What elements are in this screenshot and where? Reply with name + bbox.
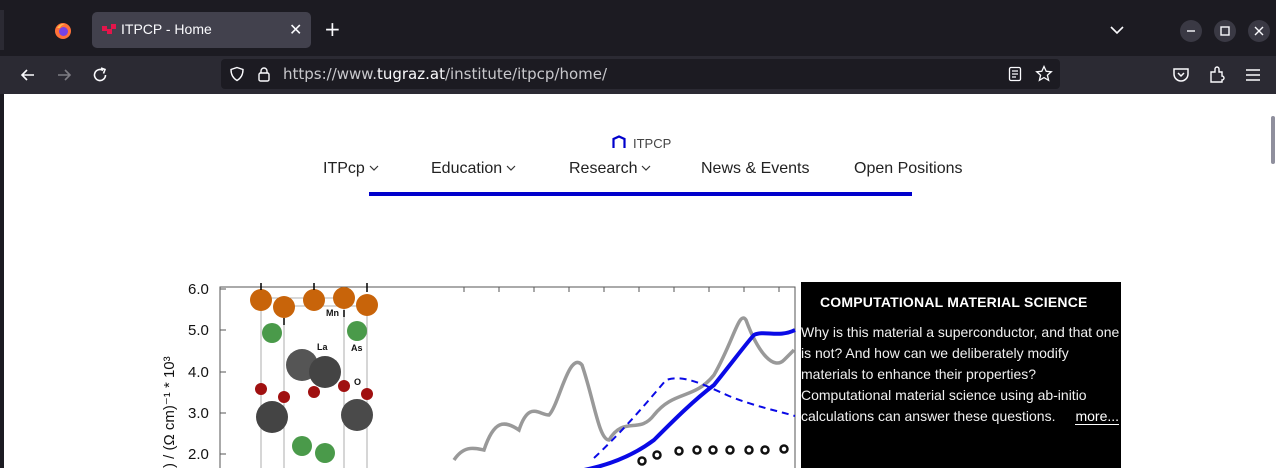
bookmark-star-icon[interactable] xyxy=(1035,65,1053,83)
page-scrollbar[interactable] xyxy=(1270,94,1276,468)
logo-text: ITPCP xyxy=(633,136,672,151)
forward-icon[interactable] xyxy=(54,65,74,85)
minimize-button[interactable] xyxy=(1180,20,1202,42)
crystal-structure-inset: Mn As La O xyxy=(227,283,383,468)
maximize-button[interactable] xyxy=(1214,20,1236,42)
navigation-toolbar: https://www.tugraz.at/institute/itpcp/ho… xyxy=(0,56,1276,94)
url-text[interactable]: https://www.tugraz.at/institute/itpcp/ho… xyxy=(283,65,608,83)
active-tab[interactable]: ITPCP - Home ✕ xyxy=(92,12,311,48)
nav-label: Open Positions xyxy=(854,160,963,177)
chevron-down-icon xyxy=(642,165,651,171)
nav-item-news-events[interactable]: News & Events xyxy=(701,160,809,178)
nav-item-education[interactable]: Education xyxy=(431,160,516,178)
atom-label-la: La xyxy=(317,342,328,352)
page-content: ITPCP ITPcp Education Research News & Ev… xyxy=(4,94,1270,468)
close-window-button[interactable] xyxy=(1248,20,1270,42)
reader-view-icon[interactable] xyxy=(1007,66,1023,82)
address-bar[interactable]: https://www.tugraz.at/institute/itpcp/ho… xyxy=(221,59,1060,89)
back-icon[interactable] xyxy=(18,65,38,85)
nav-item-open-positions[interactable]: Open Positions xyxy=(854,160,963,178)
tracking-shield-icon[interactable] xyxy=(229,66,245,82)
extensions-icon[interactable] xyxy=(1207,65,1227,85)
conductivity-figure: 6.0 5.0 4.0 3.0 2.0 ) / (Ω cm)⁻¹ * 10³ xyxy=(154,280,804,468)
feature-box: COMPUTATIONAL MATERIAL SCIENCE Why is th… xyxy=(801,282,1121,468)
y-tick-label: 5.0 xyxy=(188,322,209,339)
new-tab-button[interactable]: + xyxy=(324,17,341,41)
nav-label: News & Events xyxy=(701,160,810,177)
url-domain: tugraz.at xyxy=(376,65,445,83)
chevron-down-icon xyxy=(369,165,379,171)
nav-item-research[interactable]: Research xyxy=(569,160,651,178)
pocket-icon[interactable] xyxy=(1171,65,1191,85)
atom-label-mn: Mn xyxy=(326,308,339,318)
y-tick-label: 4.0 xyxy=(188,364,209,381)
tugraz-favicon-icon xyxy=(102,24,116,34)
more-link[interactable]: more... xyxy=(1075,408,1120,425)
minimize-icon xyxy=(1187,30,1195,32)
feature-heading: COMPUTATIONAL MATERIAL SCIENCE xyxy=(820,294,1088,310)
feature-text: Why is this material a superconductor, a… xyxy=(801,324,1120,424)
maximize-icon xyxy=(1220,26,1230,36)
lock-icon[interactable] xyxy=(257,66,271,82)
reload-icon[interactable] xyxy=(90,65,110,85)
nav-underline xyxy=(369,192,912,196)
tab-edge xyxy=(0,10,4,50)
tab-bar: ITPCP - Home ✕ + xyxy=(0,0,1276,56)
chevron-down-icon xyxy=(506,165,516,171)
nav-item-itpcp[interactable]: ITPcp xyxy=(323,160,379,178)
y-tick-label: 3.0 xyxy=(188,405,209,422)
menu-hamburger-icon[interactable] xyxy=(1243,65,1263,85)
y-tick-label: 2.0 xyxy=(188,446,209,463)
feature-body: Why is this material a superconductor, a… xyxy=(801,322,1123,427)
atom-label-o: O xyxy=(354,377,361,387)
y-axis-label: ) / (Ω cm)⁻¹ * 10³ xyxy=(161,356,178,468)
itpcp-logo-icon xyxy=(612,135,626,148)
site-logo[interactable]: ITPCP xyxy=(612,135,672,151)
list-all-tabs-icon[interactable] xyxy=(1109,22,1125,38)
tab-title: ITPCP - Home xyxy=(121,21,212,37)
nav-label: Research xyxy=(569,160,638,177)
atom-label-as: As xyxy=(351,343,363,353)
tab-close-icon[interactable]: ✕ xyxy=(289,20,303,39)
firefox-icon[interactable] xyxy=(54,22,72,40)
nav-label: ITPcp xyxy=(323,160,365,177)
scrollbar-thumb[interactable] xyxy=(1271,116,1275,164)
close-icon xyxy=(1254,26,1264,36)
y-tick-label: 6.0 xyxy=(188,281,209,298)
nav-label: Education xyxy=(431,160,503,177)
